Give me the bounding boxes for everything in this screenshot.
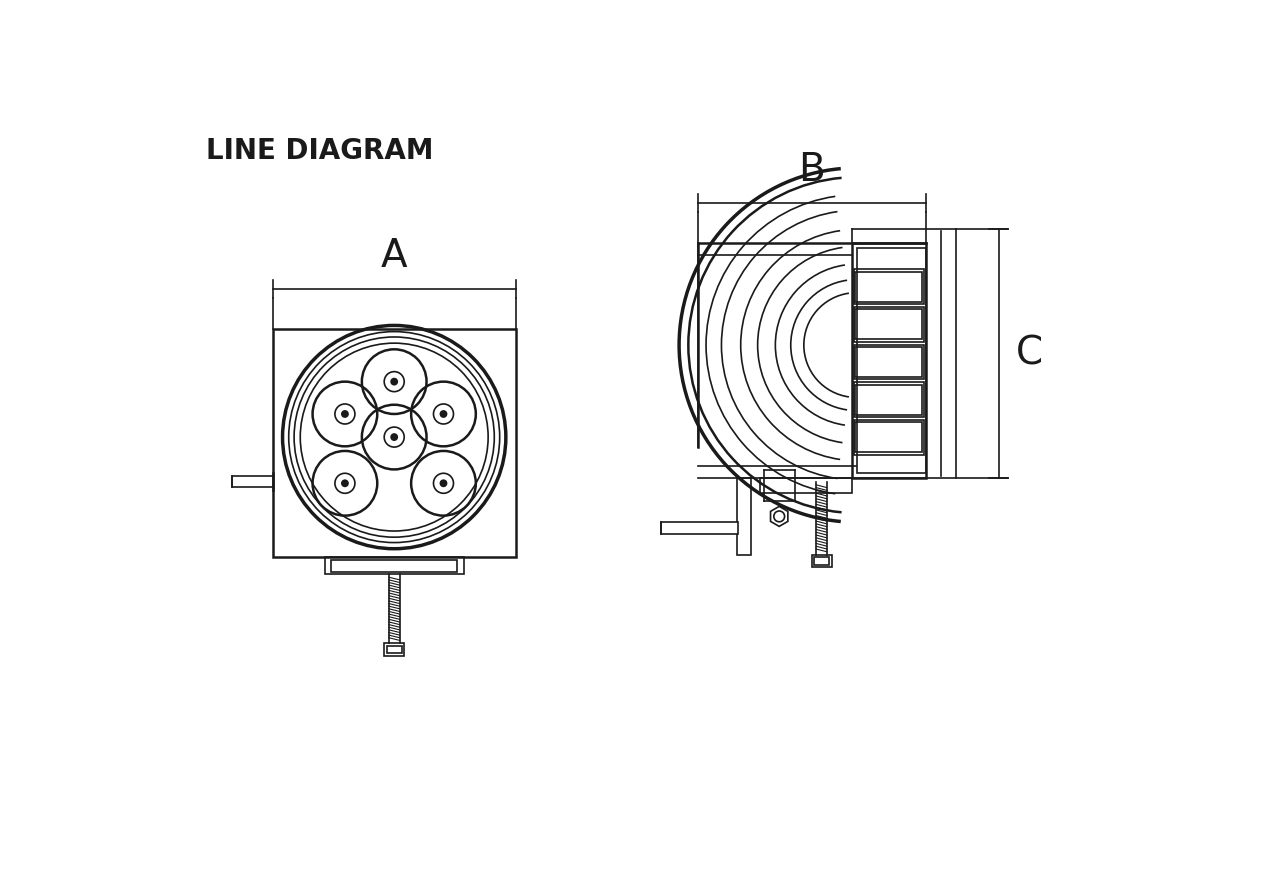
- Bar: [273, 330, 516, 557]
- Bar: [855, 422, 923, 452]
- Bar: [384, 643, 404, 656]
- Bar: [852, 243, 925, 478]
- Bar: [855, 384, 923, 415]
- Bar: [760, 478, 852, 494]
- Bar: [812, 555, 832, 567]
- Circle shape: [342, 480, 348, 487]
- Bar: [858, 247, 925, 473]
- Text: A: A: [381, 237, 407, 275]
- Text: B: B: [799, 151, 826, 189]
- Bar: [325, 557, 463, 574]
- Bar: [387, 646, 402, 653]
- Circle shape: [342, 411, 348, 417]
- Circle shape: [392, 378, 397, 384]
- Bar: [854, 420, 924, 455]
- Bar: [814, 557, 829, 564]
- Bar: [854, 269, 924, 304]
- Bar: [855, 309, 923, 340]
- Bar: [233, 477, 273, 487]
- Bar: [332, 559, 457, 572]
- Bar: [855, 347, 923, 377]
- Bar: [854, 383, 924, 417]
- Text: C: C: [1015, 334, 1043, 373]
- Bar: [855, 271, 923, 302]
- Bar: [854, 345, 924, 379]
- Circle shape: [440, 411, 447, 417]
- Bar: [737, 478, 750, 555]
- Bar: [662, 521, 739, 534]
- Bar: [854, 307, 924, 341]
- Circle shape: [440, 480, 447, 487]
- Circle shape: [392, 434, 397, 440]
- Text: LINE DIAGRAM: LINE DIAGRAM: [206, 137, 433, 165]
